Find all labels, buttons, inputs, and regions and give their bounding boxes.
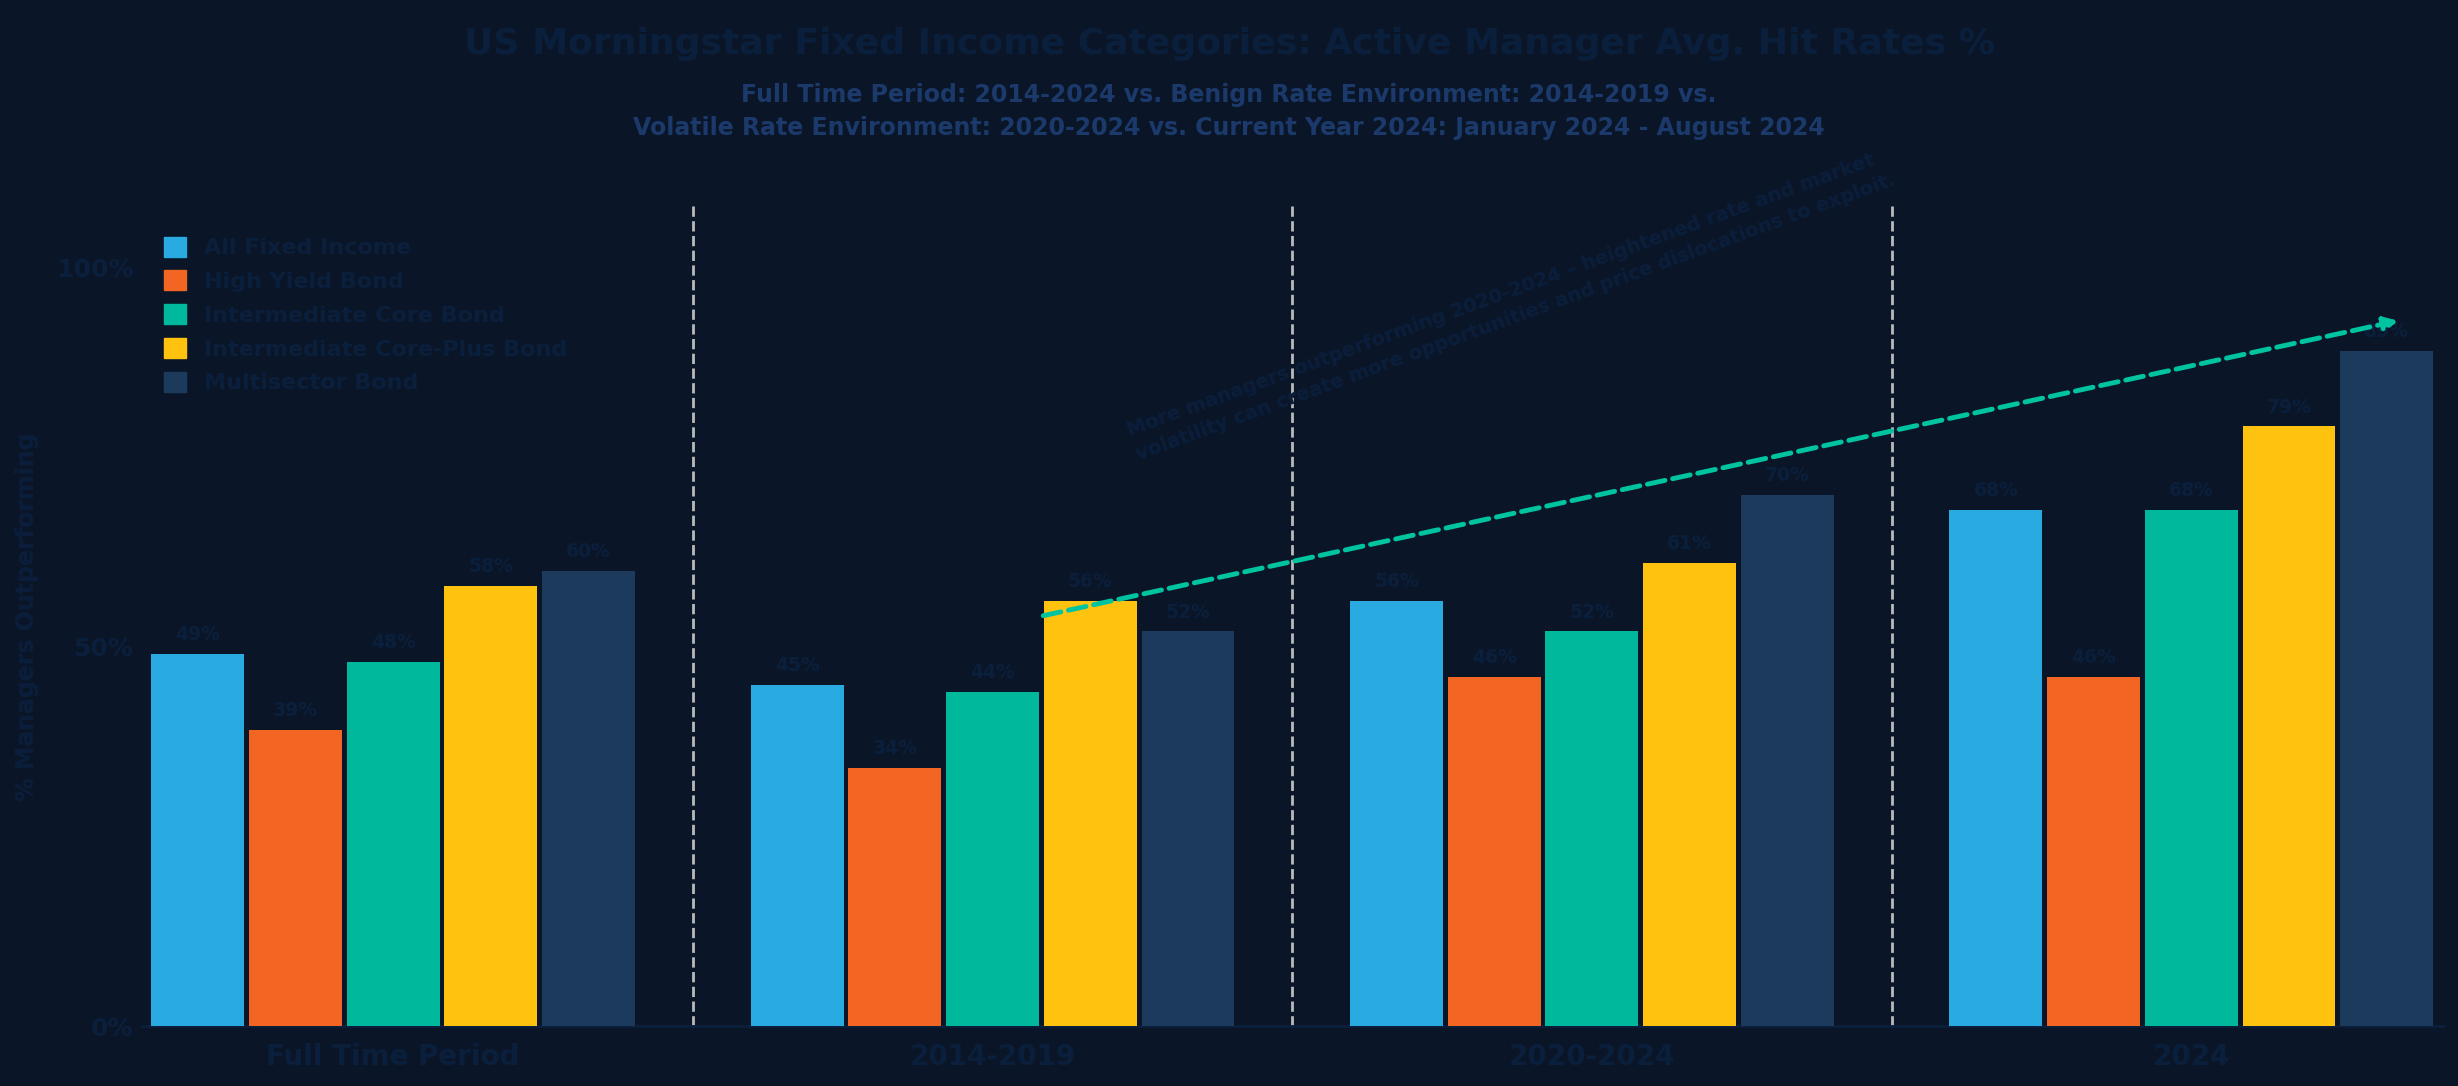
Bar [1949, 510, 2043, 1026]
Text: 44%: 44% [971, 664, 1015, 682]
Text: 79%: 79% [2266, 397, 2311, 417]
Legend: All Fixed Income, High Yield Bond, Intermediate Core Bond, Intermediate Core-Plu: All Fixed Income, High Yield Bond, Inter… [152, 226, 578, 404]
Bar [848, 768, 941, 1026]
Text: 61%: 61% [1667, 534, 1711, 553]
Bar [946, 692, 1040, 1026]
Text: 60%: 60% [565, 542, 612, 560]
Text: 46%: 46% [2072, 648, 2116, 667]
Text: 70%: 70% [1765, 466, 1809, 485]
Text: 52%: 52% [1165, 603, 1209, 621]
Text: 68%: 68% [2168, 481, 2215, 501]
Text: 39%: 39% [273, 702, 317, 720]
Bar [445, 586, 538, 1026]
Bar [347, 661, 440, 1026]
Text: 89%: 89% [2365, 321, 2409, 341]
Bar [1349, 602, 1443, 1026]
Text: 48%: 48% [371, 633, 415, 652]
Text: 49%: 49% [175, 626, 221, 644]
Bar [2242, 427, 2335, 1026]
Bar [543, 571, 634, 1026]
Text: 56%: 56% [1374, 572, 1418, 591]
Bar [248, 730, 342, 1026]
Text: 56%: 56% [1067, 572, 1113, 591]
Y-axis label: % Managers Outperforming: % Managers Outperforming [15, 432, 39, 800]
Bar [2146, 510, 2237, 1026]
Text: 68%: 68% [1974, 481, 2018, 501]
Bar [1546, 631, 1639, 1026]
Text: US Morningstar Fixed Income Categories: Active Manager Avg. Hit Rates %: US Morningstar Fixed Income Categories: … [465, 27, 1993, 61]
Bar [1642, 564, 1735, 1026]
Text: 46%: 46% [1472, 648, 1517, 667]
Text: Volatile Rate Environment: 2020-2024 vs. Current Year 2024: January 2024 - Augus: Volatile Rate Environment: 2020-2024 vs.… [634, 116, 1824, 140]
Text: Full Time Period: 2014-2024 vs. Benign Rate Environment: 2014-2019 vs.: Full Time Period: 2014-2024 vs. Benign R… [742, 83, 1716, 106]
Bar [1740, 495, 1834, 1026]
Text: 34%: 34% [873, 740, 917, 758]
Bar [2048, 677, 2141, 1026]
Bar [152, 654, 243, 1026]
Text: 58%: 58% [469, 557, 514, 576]
Bar [750, 684, 843, 1026]
Text: 52%: 52% [1571, 603, 1615, 621]
Bar [2340, 351, 2433, 1026]
Bar [1045, 602, 1136, 1026]
Bar [1448, 677, 1541, 1026]
Bar [1141, 631, 1234, 1026]
Text: More managers outperforming 2020-2024 – heightened rate and market
volatility ca: More managers outperforming 2020-2024 – … [1123, 146, 1898, 465]
Text: 45%: 45% [774, 656, 819, 674]
